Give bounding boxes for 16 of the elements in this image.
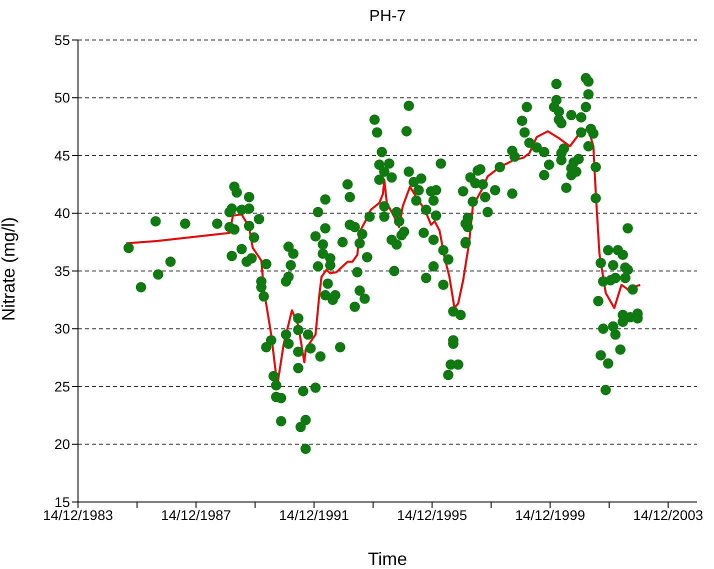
y-tick-label: 40	[54, 205, 70, 222]
y-tick-label: 20	[54, 436, 70, 452]
y-tick-label: 25	[54, 378, 70, 394]
y-tick-label: 45	[54, 147, 70, 164]
x-tick-label: 14/12/1999	[515, 506, 586, 523]
y-tick-label: 30	[54, 320, 70, 337]
y-tick-label: 35	[54, 262, 70, 279]
x-tick-label: 14/12/1991	[279, 506, 350, 523]
y-tick-label: 55	[54, 32, 70, 48]
y-axis-title: Nitrate (mg/l)	[0, 216, 18, 321]
chart-title: PH-7	[368, 8, 407, 26]
x-tick-label: 14/12/1995	[397, 506, 468, 523]
y-tick-label: 50	[54, 90, 70, 106]
x-axis-title: Time	[368, 549, 408, 569]
x-tick-label: 14/12/2003	[633, 506, 704, 523]
x-tick-label: 14/12/1987	[160, 506, 232, 523]
